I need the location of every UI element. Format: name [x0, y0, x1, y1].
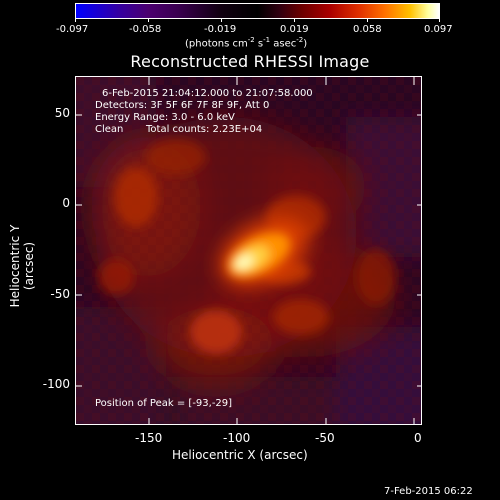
x-tick-label: 0 — [414, 431, 422, 445]
x-tick-label: -150 — [135, 431, 163, 445]
colorbar-tickmark — [367, 18, 368, 22]
x-tick-label: -50 — [315, 431, 335, 445]
colorbar-tick-label: -0.097 — [56, 24, 89, 35]
rhessi-image — [76, 77, 421, 424]
total-counts-label: Total counts: 2.23E+04 — [146, 124, 263, 135]
detectors-label: Detectors: 3F 5F 6F 7F 8F 9F, Att 0 — [95, 100, 270, 111]
colorbar-tickmark — [148, 18, 149, 22]
date-stamp: 7-Feb-2015 06:22 — [384, 486, 473, 497]
colorbar-unit-label: (photons cm-2 s-1 asec-2) — [185, 36, 308, 50]
y-tick-label: 0 — [62, 196, 70, 210]
y-axis-label: Heliocentric Y (arcsec) — [8, 224, 36, 308]
peak-position-label: Position of Peak = [-93,-29] — [95, 398, 233, 409]
y-tick-label: -50 — [50, 287, 70, 301]
colorbar-tickmark — [75, 18, 76, 22]
time-range-label: 6-Feb-2015 21:04:12.000 to 21:07:58.000 — [102, 88, 313, 99]
colorbar-tickmark — [294, 18, 295, 22]
image-title: Reconstructed RHESSI Image — [130, 52, 370, 71]
colorbar-tick-label: -0.058 — [129, 24, 162, 35]
rhessi-image-plot — [75, 76, 422, 425]
colorbar — [75, 3, 440, 19]
colorbar-tick-label: 0.097 — [424, 24, 453, 35]
y-tick-label: -100 — [42, 377, 70, 391]
energy-range-label: Energy Range: 3.0 - 6.0 keV — [95, 112, 235, 123]
colorbar-tick-label: 0.058 — [353, 24, 382, 35]
x-tick-label: -100 — [223, 431, 251, 445]
x-axis-label: Heliocentric X (arcsec) — [172, 448, 308, 462]
y-tick-label: 50 — [54, 106, 70, 120]
colorbar-tickmark — [221, 18, 222, 22]
colorbar-tickmark — [439, 18, 440, 22]
colorbar-tick-label: -0.019 — [204, 24, 237, 35]
colorbar-tick-label: 0.019 — [280, 24, 309, 35]
clean-label: Clean — [95, 124, 124, 135]
